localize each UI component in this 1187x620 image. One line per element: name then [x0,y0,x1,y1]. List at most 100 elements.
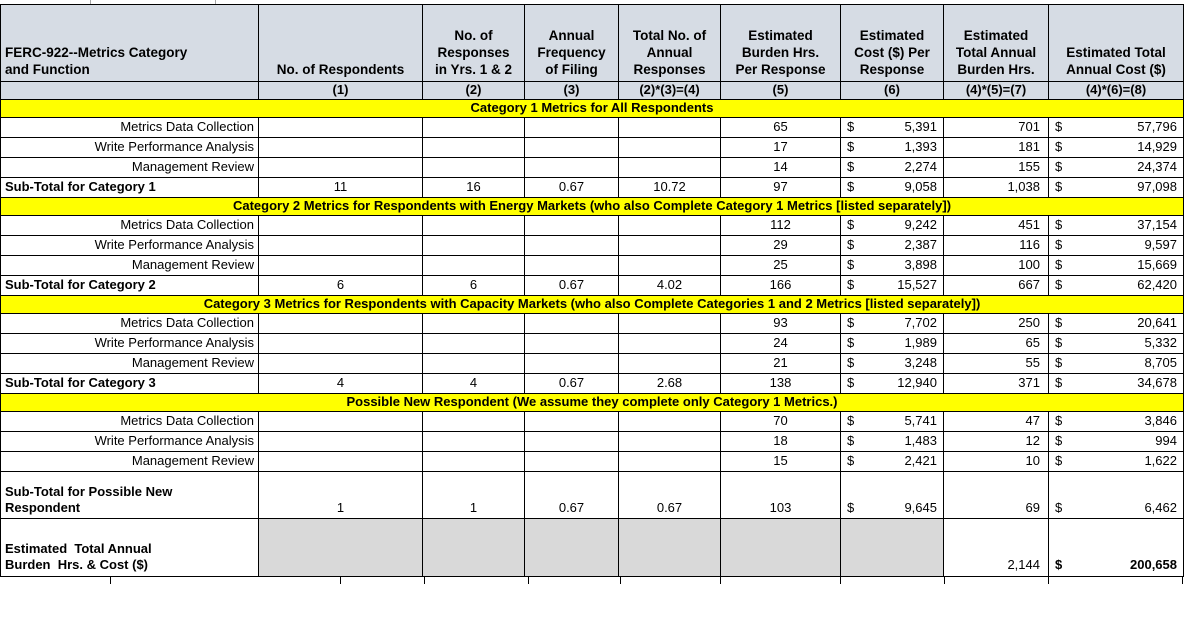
respondents-cell: 1 [258,471,423,519]
cost-per-response-cell: $7,702 [840,313,944,334]
empty-cell [618,117,721,138]
empty-cell [618,313,721,334]
dollar-sign: $ [1055,335,1063,351]
dollar-sign: $ [847,257,855,273]
section-title: Category 1 Metrics for All Respondents [0,99,1184,118]
respondents-cell: 11 [258,177,423,198]
burden-per-response-cell: 14 [720,157,841,178]
dollar-sign: $ [1055,453,1063,469]
total-cost-cell: $57,796 [1048,117,1184,138]
dollar-sign: $ [847,355,855,371]
subtotal-row-category-2: Sub-Total for Category 2 6 6 0.67 4.02 1… [0,275,1184,296]
total-burden-cell: 10 [943,451,1049,472]
burden-per-response-cell: 166 [720,275,841,296]
empty-cell [618,333,721,354]
table-row: Metrics Data Collection 65 $5,391 701 $5… [0,117,1184,138]
grand-total-row: Estimated Total Annual Burden Hrs. & Cos… [0,518,1184,577]
burden-per-response-cell: 70 [720,411,841,432]
total-cost-cell: $994 [1048,431,1184,452]
frequency-cell: 0.67 [524,471,619,519]
burden-per-response-cell: 29 [720,235,841,256]
column-num: (4)*(6)=(8) [1048,81,1184,100]
empty-cell [618,157,721,178]
table-row: Write Performance Analysis 17 $1,393 181… [0,137,1184,158]
total-cost-cell: $15,669 [1048,255,1184,276]
empty-cell [524,431,619,452]
dollar-sign: $ [847,375,855,391]
shaded-cell [524,518,619,577]
dollar-sign: $ [1055,277,1063,293]
section-header-possible-new-respondent: Possible New Respondent (We assume they … [0,393,1184,412]
dollar-sign: $ [1055,217,1063,233]
table-row: Management Review 14 $2,274 155 $24,374 [0,157,1184,178]
dollar-sign: $ [1055,355,1063,371]
dollar-sign: $ [1055,433,1063,449]
dollar-sign: $ [1055,556,1063,572]
dollar-sign: $ [847,315,855,331]
empty-cell [258,313,423,334]
empty-cell [618,255,721,276]
responses-cell: 6 [422,275,525,296]
column-num: (3) [524,81,619,100]
subtotal-label: Sub-Total for Category 2 [0,275,259,296]
header-row: FERC-922--Metrics Category and Function … [0,4,1184,82]
annual-responses-cell: 2.68 [618,373,721,394]
dollar-sign: $ [847,413,855,429]
function-label: Metrics Data Collection [0,411,259,432]
section-header-category-1: Category 1 Metrics for All Respondents [0,99,1184,118]
empty-cell [524,255,619,276]
empty-cell [422,235,525,256]
total-cost-cell: $34,678 [1048,373,1184,394]
column-num: (5) [720,81,841,100]
cost-per-response-cell: $2,421 [840,451,944,472]
frequency-cell: 0.67 [524,373,619,394]
dollar-sign: $ [1055,375,1063,391]
table-row: Metrics Data Collection 93 $7,702 250 $2… [0,313,1184,334]
column-header-burden-per-response: Estimated Burden Hrs. Per Response [720,4,841,82]
subtotal-label: Sub-Total for Possible New Respondent [0,471,259,519]
cost-per-response-cell: $5,391 [840,117,944,138]
column-header-total-burden: Estimated Total Annual Burden Hrs. [943,4,1049,82]
section-title: Category 2 Metrics for Respondents with … [0,197,1184,216]
column-num [0,81,259,100]
gridline-tick [90,0,91,4]
responses-cell: 16 [422,177,525,198]
spreadsheet-fragment-bottom [0,577,1187,584]
empty-cell [422,411,525,432]
column-header-respondents: No. of Respondents [258,4,423,82]
empty-cell [618,215,721,236]
function-label: Metrics Data Collection [0,117,259,138]
grand-total-label: Estimated Total Annual Burden Hrs. & Cos… [0,518,259,577]
cost-per-response-cell: $9,058 [840,177,944,198]
empty-cell [258,333,423,354]
section-header-category-2: Category 2 Metrics for Respondents with … [0,197,1184,216]
responses-cell: 1 [422,471,525,519]
cost-per-response-cell: $5,741 [840,411,944,432]
total-burden-cell: 116 [943,235,1049,256]
burden-per-response-cell: 25 [720,255,841,276]
cost-per-response-cell: $2,387 [840,235,944,256]
total-burden-cell: 55 [943,353,1049,374]
total-burden-cell: 69 [943,471,1049,519]
cost-per-response-cell: $9,242 [840,215,944,236]
cost-per-response-cell: $1,483 [840,431,944,452]
table-row: Management Review 21 $3,248 55 $8,705 [0,353,1184,374]
gridline-tick [944,577,945,584]
burden-per-response-cell: 17 [720,137,841,158]
burden-per-response-cell: 103 [720,471,841,519]
grand-total-cost-cell: $200,658 [1048,518,1184,577]
gridline-tick [720,577,721,584]
empty-cell [618,235,721,256]
total-cost-cell: $9,597 [1048,235,1184,256]
gridline-tick [1182,577,1183,584]
column-num: (6) [840,81,944,100]
total-burden-cell: 701 [943,117,1049,138]
column-num: (4)*(5)=(7) [943,81,1049,100]
section-title: Possible New Respondent (We assume they … [0,393,1184,412]
total-cost-cell: $97,098 [1048,177,1184,198]
column-header-annual-responses: Total No. of Annual Responses [618,4,721,82]
subtotal-row-category-1: Sub-Total for Category 1 11 16 0.67 10.7… [0,177,1184,198]
empty-cell [524,215,619,236]
column-header-cost-per-response: Estimated Cost ($) Per Response [840,4,944,82]
annual-responses-cell: 0.67 [618,471,721,519]
